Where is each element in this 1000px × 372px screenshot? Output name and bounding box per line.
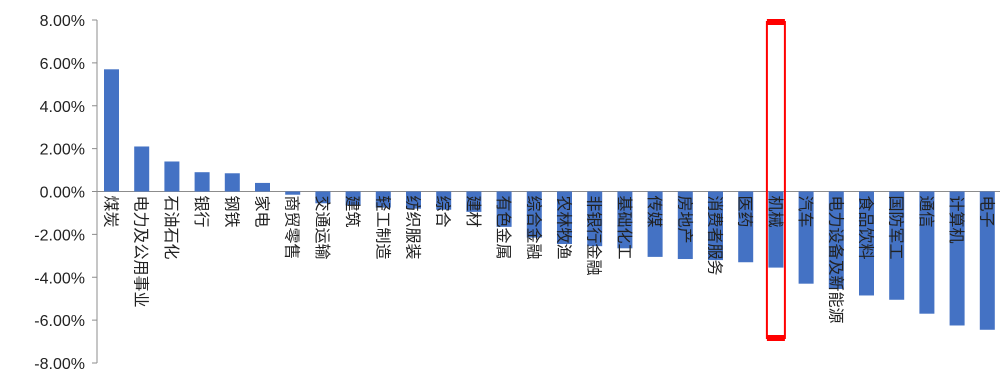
bar [949, 191, 965, 326]
category-label: 纺织服装 [404, 196, 423, 260]
bar [315, 191, 331, 204]
category-label: 建筑 [343, 196, 362, 228]
bar [375, 191, 391, 208]
category-label: 交通运输 [313, 196, 332, 260]
bar [587, 191, 603, 247]
category-label: 传媒 [645, 196, 664, 228]
category-label: 煤炭 [102, 196, 121, 228]
category-label: 基础化工 [615, 196, 634, 260]
bar [164, 161, 180, 192]
category-label: 商贸零售 [283, 196, 302, 260]
highlight-bottom-bar [766, 335, 785, 341]
bar [919, 191, 935, 314]
category-label: 电力及公用事业 [132, 196, 151, 308]
category-label: 家电 [253, 196, 272, 228]
y-tick-label: -8.00% [34, 356, 85, 372]
bar [224, 173, 240, 192]
y-tick-label: 0.00% [40, 185, 85, 202]
bar [798, 191, 814, 284]
bar [768, 191, 784, 268]
bar [979, 191, 995, 330]
bar [557, 191, 572, 245]
bar [255, 182, 270, 192]
y-tick-label: 2.00% [40, 142, 85, 159]
bar [345, 191, 361, 206]
highlight-top-bar [766, 19, 785, 25]
category-label: 轻工制造 [373, 196, 392, 260]
bar [194, 172, 210, 192]
bar [406, 191, 421, 209]
category-label: 汽车 [796, 196, 815, 228]
category-label: 电子 [977, 196, 996, 228]
bar [828, 191, 844, 290]
bar [104, 69, 119, 192]
bar [859, 191, 874, 296]
category-label: 房地产 [675, 196, 694, 244]
y-tick-label: 4.00% [40, 99, 85, 116]
category-label: 计算机 [947, 196, 966, 244]
bar [496, 191, 512, 227]
bar [708, 191, 723, 261]
y-tick-label: -6.00% [34, 313, 85, 330]
y-tick-label: -2.00% [34, 227, 85, 244]
bar [647, 191, 663, 257]
category-label: 综合 [434, 196, 453, 228]
category-label: 消费者服务 [706, 196, 725, 276]
bar [436, 191, 452, 210]
category-label: 银行 [192, 196, 211, 228]
bar [134, 146, 150, 192]
bar [738, 191, 754, 263]
bar [526, 191, 542, 238]
category-label: 建材 [464, 196, 483, 228]
highlight-box [765, 21, 786, 339]
category-label: 石油石化 [162, 196, 181, 260]
bar [677, 191, 693, 260]
category-label: 电力设备及新能源 [826, 196, 845, 324]
category-label: 医药 [736, 196, 755, 228]
bar [285, 191, 301, 195]
y-tick-label: 6.00% [40, 56, 85, 73]
bar [466, 191, 482, 212]
category-label: 通信 [917, 196, 936, 228]
bar [889, 191, 905, 300]
category-label: 农林牧渔 [555, 196, 574, 260]
category-label: 非银行金融 [585, 196, 604, 276]
category-label: 国防军工 [887, 196, 906, 260]
y-tick-label: -4.00% [34, 270, 85, 287]
category-label: 食品饮料 [857, 196, 876, 260]
category-label: 综合金融 [524, 196, 543, 260]
category-label: 机械 [766, 196, 785, 228]
category-label: 钢铁 [222, 196, 241, 228]
bar [617, 191, 633, 249]
category-label: 有色金属 [494, 196, 513, 260]
y-tick-label: 8.00% [40, 13, 85, 30]
